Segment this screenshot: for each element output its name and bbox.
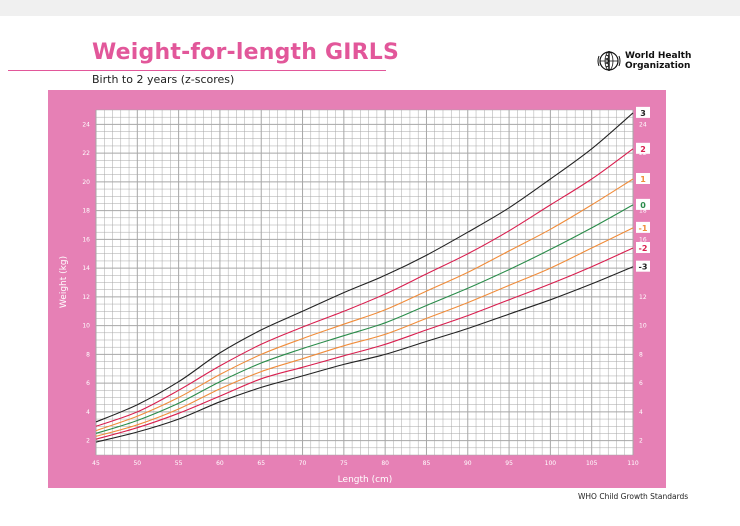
y-tick-label-left: 6 (86, 380, 90, 387)
who-logo-text: World Health Organization (625, 51, 691, 71)
series-line-z3 (95, 112, 634, 423)
series-label-bg (636, 142, 650, 154)
series-line-z-3 (95, 266, 634, 443)
series-line-z-2 (95, 247, 634, 440)
y-tick-label-right: 12 (639, 294, 647, 301)
y-tick-label-right: 2 (639, 438, 643, 445)
series-label-bg (636, 173, 650, 184)
top-bar (0, 0, 740, 16)
y-axis-label: Weight (kg) (59, 256, 69, 308)
y-tick-label-left: 24 (82, 121, 90, 128)
y-tick-label-right: 8 (639, 351, 643, 358)
series-label-z-2: -2 (639, 244, 648, 253)
y-tick-label-left: 22 (82, 150, 90, 157)
title-divider (8, 70, 386, 71)
series-label-z1: 1 (640, 175, 646, 184)
who-logo: World Health Organization (596, 50, 691, 72)
series-line-z-1 (95, 227, 634, 437)
series-label-z3: 3 (640, 109, 646, 118)
x-tick-label: 85 (423, 460, 431, 467)
y-tick-label-left: 4 (86, 409, 90, 416)
series-line-z1 (95, 178, 634, 432)
series-label-bg (636, 242, 650, 253)
y-tick-label-left: 18 (82, 208, 90, 215)
series-label-bg (636, 198, 650, 210)
footer-credit: WHO Child Growth Standards (578, 492, 689, 501)
who-logo-line-2: Organization (625, 61, 691, 71)
x-axis-label: Length (cm) (338, 475, 393, 485)
x-tick-label: 75 (340, 460, 348, 467)
x-tick-label: 95 (505, 460, 513, 467)
series-label-bg (636, 260, 650, 272)
x-tick-label: 110 (627, 460, 639, 467)
who-emblem-icon (597, 51, 621, 71)
x-tick-label: 60 (216, 460, 224, 467)
y-tick-label-left: 12 (82, 294, 90, 301)
y-tick-label-left: 10 (82, 323, 90, 330)
x-tick-label: 45 (92, 460, 100, 467)
x-tick-label: 70 (299, 460, 307, 467)
who-logo-line-1: World Health (625, 51, 692, 61)
series-label-bg (636, 106, 650, 118)
y-tick-label-left: 8 (86, 351, 90, 358)
y-tick-label-left: 16 (82, 236, 90, 243)
series-line-z2 (95, 148, 634, 427)
x-tick-label: 80 (381, 460, 389, 467)
series-line-z0 (95, 204, 634, 434)
series-labels: 3 2 1 0 -1 -2 -3 (636, 106, 650, 272)
y-tick-label-right: 24 (639, 121, 647, 128)
x-tick-label: 90 (464, 460, 472, 467)
series-label-z-3: -3 (639, 263, 648, 272)
y-tick-label-right: 10 (639, 323, 647, 330)
y-tick-label-right: 18 (639, 208, 647, 215)
series-label-z2: 2 (640, 145, 646, 154)
chart-series (95, 112, 634, 443)
series-label-bg (636, 221, 650, 233)
y-tick-label-right: 16 (639, 236, 647, 243)
y-tick-label-left: 14 (82, 265, 90, 272)
series-label-z-1: -1 (639, 224, 648, 233)
page-title: Weight-for-length GIRLS (92, 40, 400, 65)
y-tick-label-right: 4 (639, 409, 643, 416)
y-tick-label-right: 6 (639, 380, 643, 387)
x-tick-label: 105 (586, 460, 598, 467)
x-tick-label: 50 (133, 460, 141, 467)
y-tick-label-left: 2 (86, 438, 90, 445)
y-tick-label-left: 20 (82, 179, 90, 186)
page-subtitle: Birth to 2 years (z-scores) (92, 73, 235, 86)
series-label-z0: 0 (640, 201, 646, 210)
x-tick-label: 100 (545, 460, 557, 467)
x-tick-label: 55 (175, 460, 183, 467)
x-tick-label: 65 (257, 460, 265, 467)
chart-grid (95, 109, 634, 456)
